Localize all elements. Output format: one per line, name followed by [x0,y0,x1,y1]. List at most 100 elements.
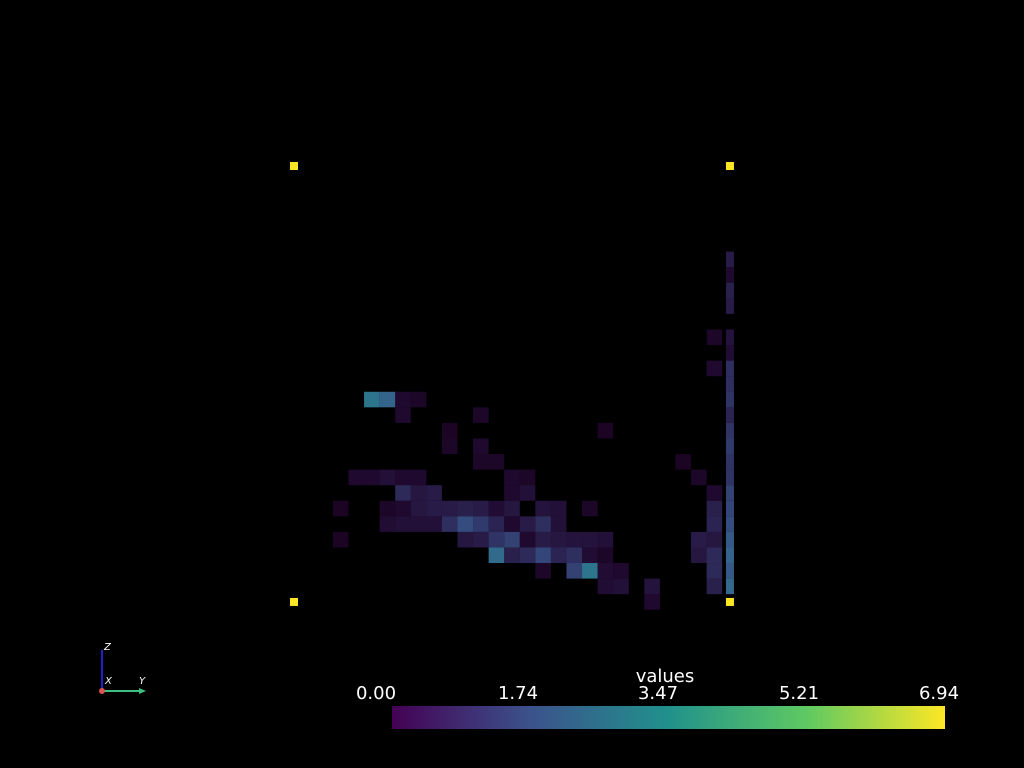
heatmap-cell [473,531,489,548]
heatmap-cell [691,547,707,564]
heatmap-cell [725,531,734,548]
heatmap-cell [706,578,723,595]
heatmap-cell [550,500,567,517]
heatmap-cell [410,500,427,517]
heatmap-cell [725,438,734,455]
axis-origin [99,688,105,694]
heatmap-cell [706,531,723,548]
heatmap-cell [725,563,734,579]
heatmap-cell [725,298,734,314]
heatmap-cell [504,516,520,532]
heatmap-cell [550,531,567,548]
colorbar-tick-label: 3.47 [637,683,679,704]
corner-marker [290,597,298,606]
heatmap-cell [566,563,583,579]
heatmap-cell [725,329,734,346]
heatmap-cell [566,531,583,548]
heatmap-cell [535,563,551,579]
heatmap-cell [473,407,489,423]
heatmap-cell [613,563,629,579]
heatmap-cell [426,485,442,501]
z-axis-label: Z [104,642,111,653]
heatmap-cell [597,547,614,564]
colorbar-tick-label: 5.21 [778,683,820,704]
heatmap-cell [725,251,734,268]
heatmap-cell [725,469,734,486]
heatmap-cell [706,563,723,579]
colorbar-tick-label: 1.74 [497,683,539,704]
heatmap-cell [644,578,660,595]
heatmap-cell [725,454,734,470]
heatmap-cell [550,547,567,564]
y-axis-arrowhead [139,688,146,694]
heatmap-cell [395,500,411,517]
heatmap-cell [410,391,427,408]
heatmap-cell [725,376,734,392]
heatmap-cell [473,454,489,470]
heatmap-cell [535,516,551,532]
heatmap-cell [410,485,427,501]
heatmap-cell [457,531,474,548]
heatmap-cell [457,500,474,517]
heatmap-cell [379,516,396,532]
heatmap-cell [725,422,734,439]
heatmap-cell [504,531,520,548]
heatmap-cell [519,485,536,501]
heatmap-cell [504,500,520,517]
heatmap-cell [613,578,629,595]
heatmap-cell [550,516,567,532]
heatmap-cell [488,454,505,470]
heatmap-cell [725,360,734,377]
heatmap-cell [379,391,396,408]
heatmap-cell [441,500,458,517]
heatmap-cell [488,547,505,564]
heatmap-cell [379,469,396,486]
heatmap-cell [725,391,734,408]
heatmap-cell [582,531,598,548]
heatmap-cell [725,407,734,423]
heatmap-cell [410,516,427,532]
heatmap-cell [395,485,411,501]
heatmap-cell [675,454,692,470]
heatmap-cell [426,516,442,532]
colorbar-tick-label: 0.00 [355,683,397,704]
heatmap-cell [691,531,707,548]
heatmap-cell [504,547,520,564]
heatmap-cell [725,500,734,517]
heatmap-cell [519,469,536,486]
corner-markers [290,162,734,606]
heatmap-cell [441,438,458,455]
heatmap-cell [706,360,723,377]
heatmap-cell [597,563,614,579]
heatmap-cell [706,485,723,501]
heatmap-cell [441,516,458,532]
heatmap-cell [441,422,458,439]
heatmap-cell [410,469,427,486]
y-axis-label: Y [139,676,146,687]
corner-marker [290,162,298,170]
heatmap-cell [582,547,598,564]
heatmap-cell [395,391,411,408]
heatmap-cell [395,469,411,486]
corner-marker [725,162,734,170]
heatmap-cell [519,516,536,532]
heatmap-cell [488,516,505,532]
heatmap-plot [290,162,734,610]
heatmap-cell [504,469,520,486]
heatmap-cell [725,345,734,361]
heatmap-cell [725,282,734,299]
heatmap-cell [566,547,583,564]
orientation-axes-widget [99,650,146,694]
heatmap-cell [488,531,505,548]
heatmap-cell [691,469,707,486]
heatmap-cell [395,407,411,423]
heatmap-cell [706,500,723,517]
heatmap-cells [332,251,734,610]
corner-marker [725,597,734,606]
colorbar-title: values [635,666,695,687]
heatmap-cell [332,500,349,517]
heatmap-cell [535,531,551,548]
heatmap-cell [488,500,505,517]
heatmap-cell [597,531,614,548]
